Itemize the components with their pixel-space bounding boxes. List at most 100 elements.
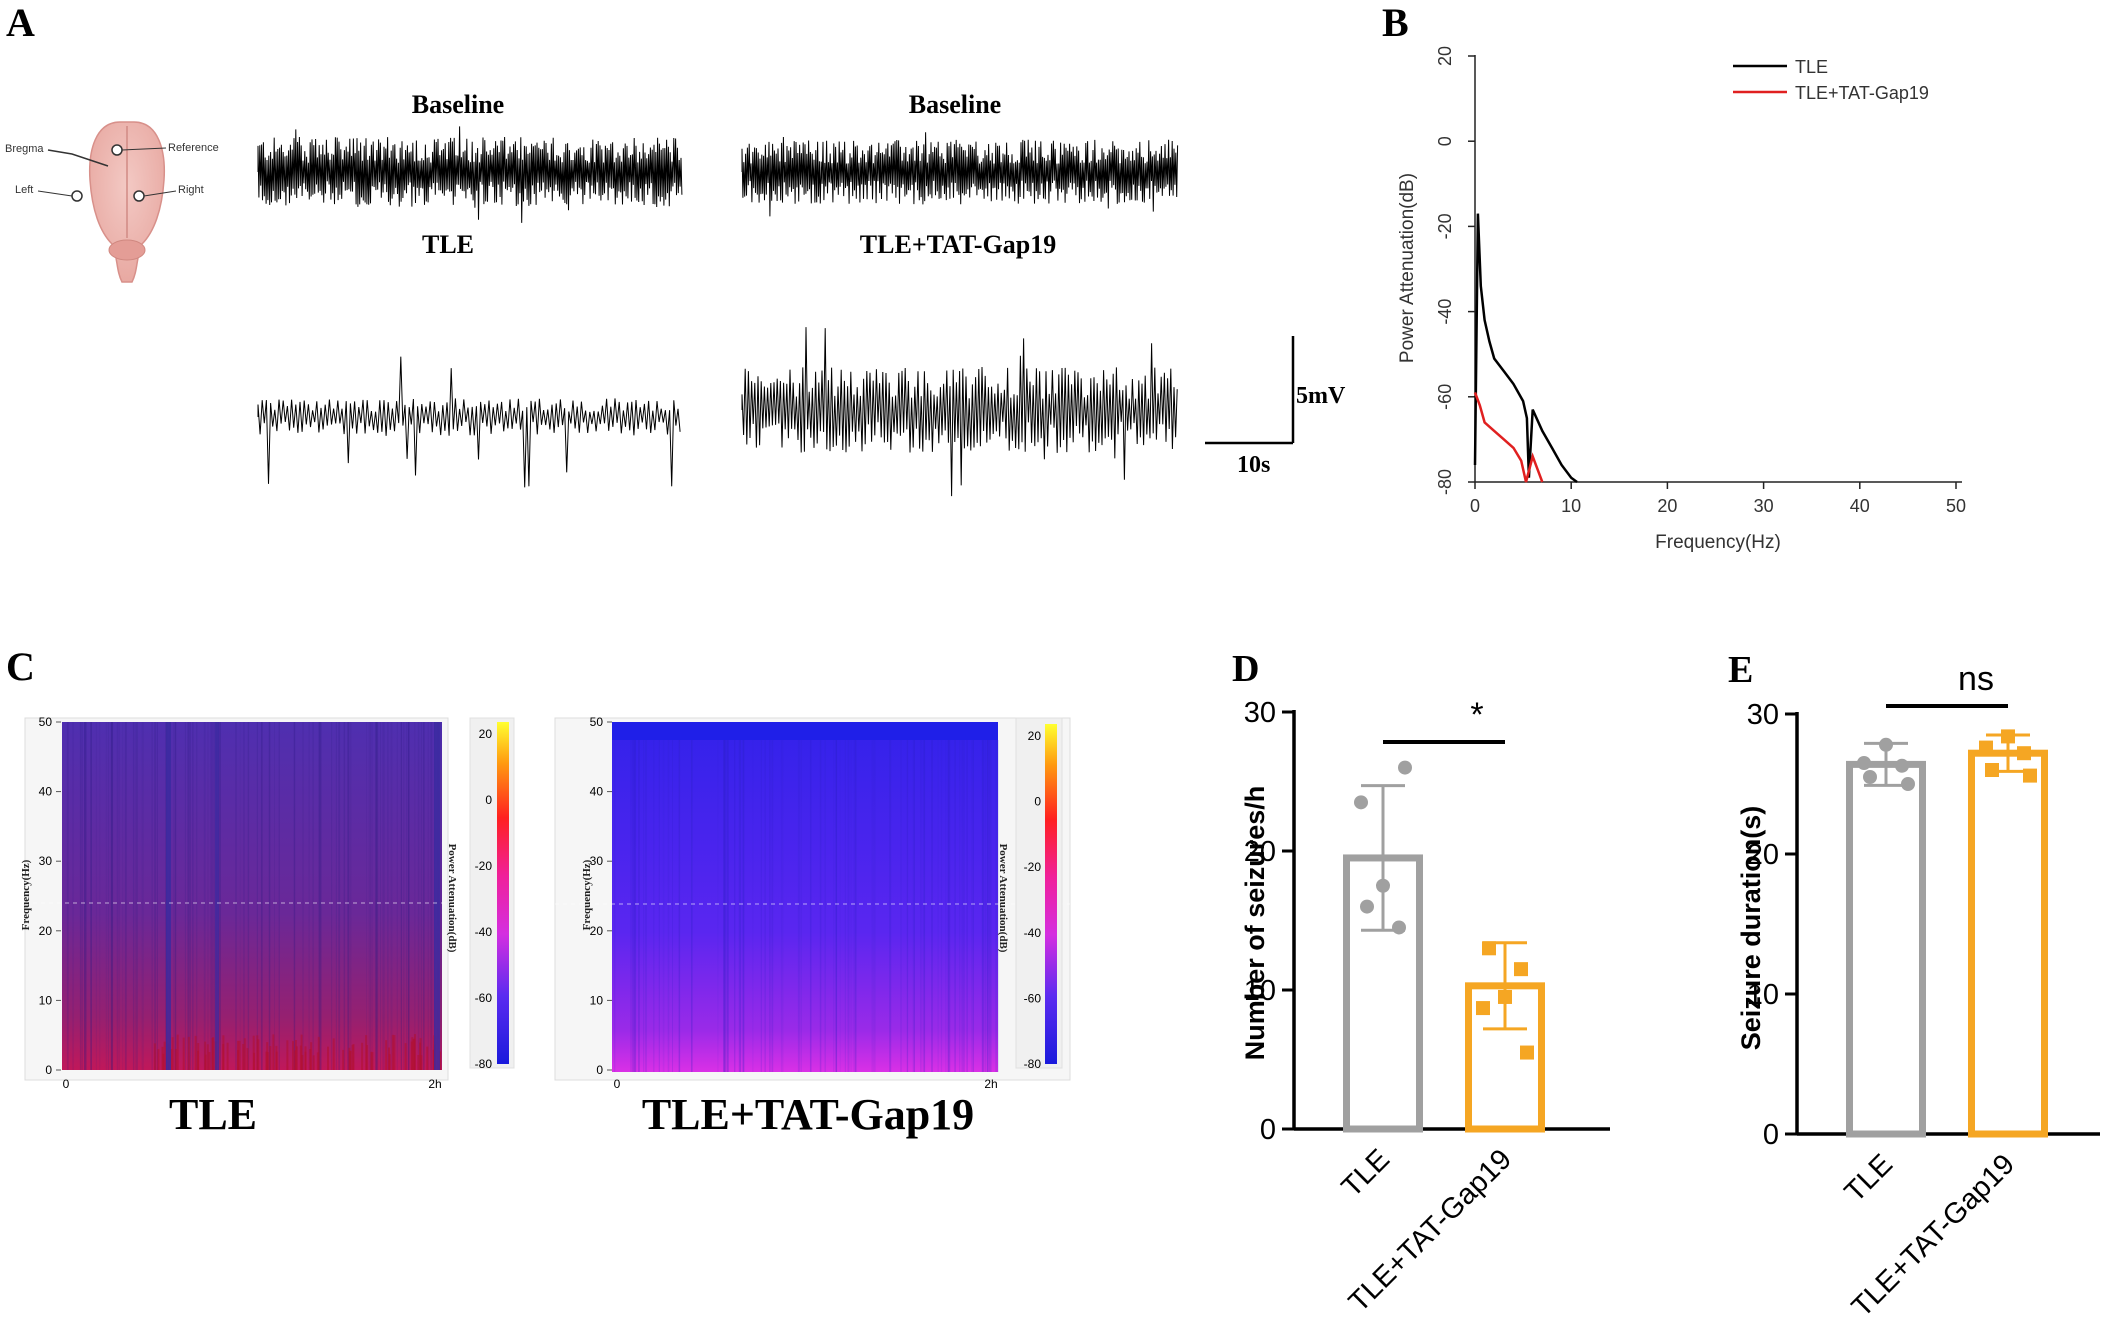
spectrogram-burst (197, 1043, 200, 1070)
spectrogram-texture-line (376, 722, 379, 1070)
spectrogram-texture-line (400, 722, 402, 1070)
spectrogram-texture-line (400, 722, 402, 1070)
spectrogram-texture-line (81, 722, 83, 1070)
chart-e-y-tick-label: 30 (1747, 699, 1779, 731)
chart-e-y-tick-label: 10 (1747, 979, 1779, 1011)
spectrogram-tle-ylabel: Frequency(Hz) (20, 859, 32, 930)
spectrogram-texture-line (347, 722, 349, 1070)
spectrogram-gap19-title: TLE+TAT-Gap19 (642, 1090, 974, 1139)
chart-e-data-point (1863, 770, 1877, 784)
spectrogram-texture-line (847, 740, 850, 1072)
spectrogram-texture-line (414, 722, 416, 1070)
spectrogram-texture-line (261, 722, 263, 1070)
spectrogram-gap19-y-ticks: 0 10 20 30 40 50 (590, 715, 612, 1077)
spectrogram-texture-line (658, 740, 660, 1072)
chart-b-y-tick-label: 0 (1435, 136, 1455, 146)
spectrogram-texture-line (154, 722, 156, 1070)
spectrogram-tle-colorbar (497, 722, 509, 1064)
left-leader (37, 190, 73, 197)
chart-b-x-ticks: 0 10 20 30 40 50 (1470, 482, 1966, 516)
chart-e-data-point (1985, 763, 1999, 777)
spectrogram-texture-line (667, 740, 670, 1072)
chart-e-ylabel: Seizure duration(s) (1736, 806, 1766, 1051)
chart-b-legend: TLE TLE+TAT-Gap19 (1733, 57, 1929, 103)
spectrogram-texture-line (769, 740, 771, 1072)
spectrogram-burst (176, 1034, 179, 1070)
spectrogram-texture-line (136, 722, 138, 1070)
spectrogram-texture-line (90, 722, 92, 1070)
spectrogram-texture-line (417, 722, 420, 1070)
spectrogram-texture-line (126, 722, 127, 1070)
spectrogram-texture-line (375, 722, 376, 1070)
spectrogram-texture-line (151, 722, 153, 1070)
chart-e-y-tick-label: 0 (1763, 1119, 1779, 1151)
spectrogram-burst (237, 1040, 239, 1070)
spectrogram-texture-line (727, 740, 729, 1072)
spectrogram-texture-line (833, 740, 835, 1072)
spectrogram-texture-line (196, 722, 198, 1070)
spectrogram-texture-line (268, 722, 270, 1070)
spectrogram-texture-line (742, 740, 745, 1072)
spectrogram-burst (404, 1043, 407, 1070)
panel-letter-c: C (6, 644, 35, 689)
chart-e-bar-tle (1846, 760, 1926, 1138)
spectrogram-texture-line (638, 740, 640, 1072)
spectrogram-texture-line (734, 740, 736, 1072)
spectrogram-texture-line (923, 740, 926, 1072)
chart-b-y-tick-label: -20 (1435, 213, 1455, 239)
spectrogram-tle-x-tick-end: 2h (428, 1077, 441, 1091)
spectrogram-texture-line (824, 740, 826, 1072)
spectrogram-texture-line (781, 740, 784, 1072)
spectrogram-texture-line (406, 722, 408, 1070)
spectrogram-texture-line (645, 740, 647, 1072)
spectrogram-texture-line (349, 722, 352, 1070)
spectrogram-burst (316, 1052, 319, 1070)
spectrogram-burst (349, 1051, 352, 1070)
spectrogram-texture-line (338, 722, 341, 1070)
spectrogram-texture-line (107, 722, 110, 1070)
spectrogram-texture-line (84, 722, 86, 1070)
spectrogram-texture-line (116, 722, 119, 1070)
brain-schematic: Bregma Reference Left Right (5, 121, 219, 283)
spectrogram-gap19-heatmap (612, 722, 998, 1072)
spectrogram-texture-line (235, 722, 237, 1070)
spectrogram-texture-line (187, 722, 189, 1070)
spectrogram-texture-line (320, 722, 322, 1070)
chart-e-data-point (1895, 758, 1909, 773)
baseline-title-right: Baseline (909, 90, 1001, 119)
spectrogram-texture-line (312, 722, 314, 1070)
spectrogram-texture-line (995, 740, 997, 1072)
spectrogram-texture-line (294, 722, 296, 1070)
spectrogram-texture-line (982, 740, 984, 1072)
chart-b-y-ticks: 20 0 -20 -40 -60 -80 (1435, 46, 1475, 495)
spectrogram-gap19-colorbar-label: Power Attenuation(dB) (997, 844, 1009, 953)
spectrogram-texture-line (111, 722, 113, 1070)
spectrogram-texture-line (945, 740, 947, 1072)
power-attenuation-chart: 20 0 -20 -40 -60 -80 0 10 20 30 40 50 Power Attenu… (1397, 46, 1966, 553)
spectrogram-texture-line (717, 740, 719, 1072)
spectrogram-texture-line (771, 740, 774, 1072)
chart-d-data-point (1392, 920, 1406, 935)
spectrogram-texture-line (947, 740, 950, 1072)
spectrogram-texture-line (105, 722, 107, 1070)
spectrogram-texture-line (678, 740, 681, 1072)
chart-d-ylabel: Number of seizures/h (1240, 786, 1270, 1061)
spectrogram-texture-line (672, 740, 673, 1072)
label-left: Left (15, 184, 33, 196)
spectrogram-burst (222, 1044, 225, 1070)
spectrogram-texture-line (318, 722, 321, 1070)
electrode-reference (111, 144, 123, 156)
colorbar-tick-label: -20 (1024, 860, 1042, 874)
spectrogram-texture-line (141, 722, 143, 1070)
colorbar-tick-label: -60 (475, 991, 493, 1005)
colorbar-tick-label: -80 (475, 1057, 493, 1071)
spectrogram-texture-line (84, 722, 86, 1070)
spectrogram-y-tick-label: 40 (590, 785, 604, 799)
chart-d-data-point (1514, 962, 1528, 977)
chart-e-data-point (1901, 777, 1915, 791)
spectrogram-texture-line (95, 722, 97, 1070)
spectrogram-texture-line (247, 722, 250, 1070)
spectrogram-texture-line (124, 722, 126, 1070)
spectrogram-y-tick-label: 30 (39, 854, 53, 868)
spectrogram-texture-line (738, 740, 741, 1072)
